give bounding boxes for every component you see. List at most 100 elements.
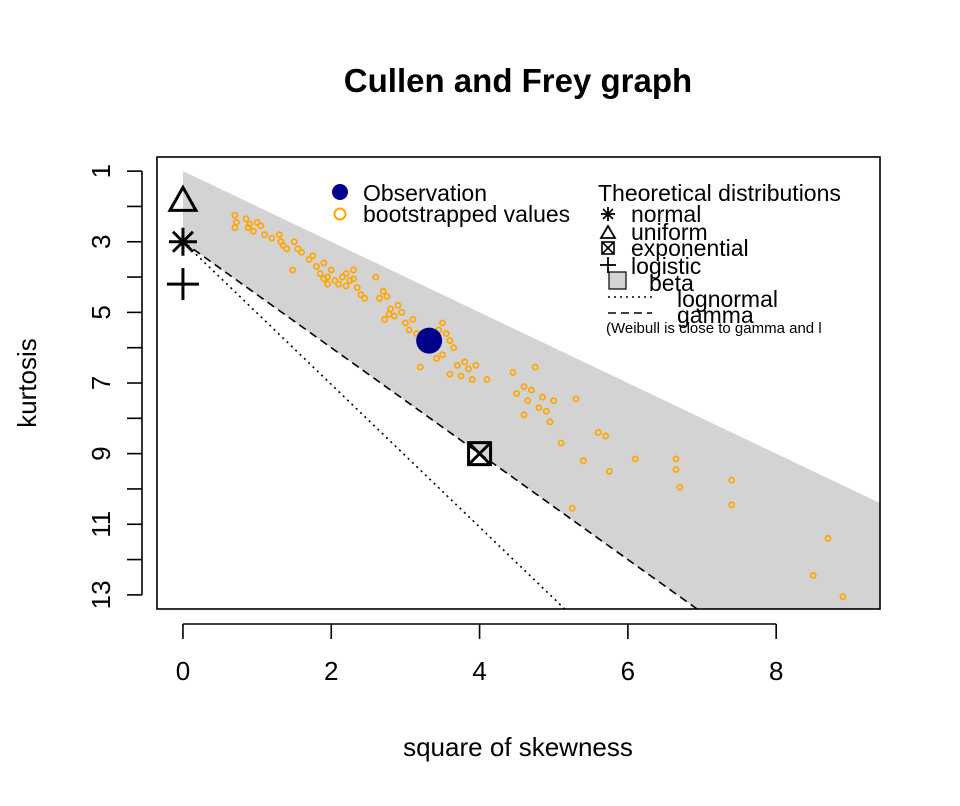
- bootstrap-point: [468, 376, 476, 383]
- bootstrap-point: [676, 483, 684, 491]
- bootstrap-point: [401, 319, 409, 327]
- bootstrap-point: [524, 397, 532, 405]
- bootstrap-point: [809, 572, 817, 579]
- bootstrap-point: [298, 248, 306, 256]
- x-tick-label: 8: [769, 656, 783, 686]
- bootstrap-point: [381, 315, 389, 323]
- x-tick-label: 0: [176, 656, 190, 686]
- observation-point: [416, 327, 443, 354]
- bootstrap-point: [439, 319, 446, 327]
- legend-bootstrap-marker: [333, 207, 347, 221]
- bootstrap-point: [535, 404, 543, 412]
- bootstrap-point: [453, 361, 461, 369]
- plot-frame: [156, 156, 881, 610]
- chart-title: Cullen and Frey graph: [344, 62, 692, 99]
- bootstrap-point: [246, 220, 254, 228]
- bootstrap-point: [331, 277, 339, 285]
- bootstrap-point: [409, 315, 417, 323]
- bootstrap-point: [520, 411, 528, 419]
- bootstrap-point: [405, 326, 413, 334]
- x-axis-title: square of skewness: [403, 732, 633, 762]
- legend-exponential-marker: [601, 241, 615, 255]
- x-axis: 0 2 4 6 8: [176, 623, 783, 686]
- y-tick-label: 9: [86, 446, 116, 460]
- bootstrap-point: [335, 280, 343, 288]
- bootstrap-point: [446, 337, 454, 345]
- bootstrap-point: [383, 293, 391, 300]
- bootstrap-point: [268, 234, 276, 242]
- bootstrap-point: [572, 395, 580, 403]
- bootstrap-point: [253, 218, 261, 226]
- legend-logistic-marker: [600, 257, 616, 273]
- bootstrap-point: [824, 534, 832, 542]
- bootstrap-point: [672, 466, 680, 473]
- bootstrap-point: [353, 284, 361, 292]
- bootstrap-point: [539, 393, 547, 401]
- bootstrap-point: [309, 252, 317, 260]
- bootstrap-point: [728, 476, 736, 484]
- bootstrap-point: [305, 255, 313, 263]
- legend-normal-marker: [601, 207, 615, 221]
- bootstrap-point: [602, 432, 610, 440]
- bootstrap-point: [542, 407, 550, 415]
- theoretical-markers: [166, 184, 493, 467]
- bootstrap-point: [442, 330, 450, 338]
- plot-region: [156, 156, 881, 610]
- legend-beta-label: beta: [649, 270, 694, 296]
- bootstrap-point: [520, 383, 528, 390]
- logistic-marker: [166, 268, 199, 301]
- bootstrap-point: [379, 287, 387, 295]
- bootstrap-point: [324, 280, 332, 288]
- bootstrap-point: [631, 455, 639, 463]
- legend-uniform-marker: [599, 224, 617, 239]
- bootstrap-point: [839, 593, 847, 601]
- bootstrap-point: [728, 501, 736, 509]
- bootstrap-point: [439, 351, 446, 359]
- legend-bootstrap-label: bootstrapped values: [363, 201, 570, 227]
- bootstrap-point: [350, 275, 357, 283]
- bootstrap-point: [290, 238, 298, 246]
- bootstrap-point: [450, 344, 458, 352]
- bootstrap-point: [398, 308, 406, 316]
- bootstrap-point: [342, 270, 350, 277]
- bootstrap-point: [433, 354, 441, 362]
- legend-normal-label: normal: [631, 201, 701, 227]
- bootstrap-point: [357, 291, 365, 299]
- bootstrap-point: [531, 363, 539, 371]
- legend-right: Theoretical distributions normal uniform…: [598, 180, 841, 337]
- bootstrap-point: [528, 386, 535, 394]
- legend-uniform-label: uniform: [631, 219, 708, 245]
- bootstrap-point: [316, 270, 324, 277]
- bootstrap-point: [279, 241, 287, 249]
- bootstrap-point: [509, 368, 517, 376]
- lognormal-line: [182, 241, 566, 609]
- bootstrap-point: [342, 282, 350, 290]
- legend-right-title: Theoretical distributions: [598, 180, 841, 206]
- bootstrap-point: [513, 390, 521, 398]
- legend-logistic-label: logistic: [631, 253, 701, 279]
- bootstrap-point: [283, 245, 291, 253]
- bootstrap-point: [472, 361, 480, 369]
- bootstrap-point: [320, 259, 328, 267]
- bootstrap-point: [568, 504, 576, 512]
- bootstrap-point: [338, 273, 346, 281]
- bootstrap-point: [546, 418, 554, 426]
- bootstrap-point: [350, 266, 357, 274]
- y-tick-label: 7: [86, 376, 116, 390]
- bootstrap-point: [289, 266, 297, 274]
- normal-marker: [168, 227, 197, 256]
- bootstrap-point: [385, 310, 393, 318]
- bootstrap-point: [312, 263, 320, 270]
- bootstrap-point: [416, 363, 424, 371]
- legend-exponential-label: exponential: [631, 235, 749, 261]
- bootstrap-point: [327, 266, 335, 274]
- bootstrap-point: [231, 211, 239, 219]
- legend-lognormal-label: lognormal: [677, 286, 778, 312]
- y-tick-label: 3: [86, 235, 116, 249]
- uniform-marker: [167, 184, 199, 212]
- bootstrap-point: [249, 227, 257, 235]
- bootstrap-point: [464, 365, 472, 373]
- legend-gamma-label: gamma: [677, 302, 754, 328]
- bootstrap-point: [320, 275, 328, 283]
- bootstrap-point: [261, 231, 268, 239]
